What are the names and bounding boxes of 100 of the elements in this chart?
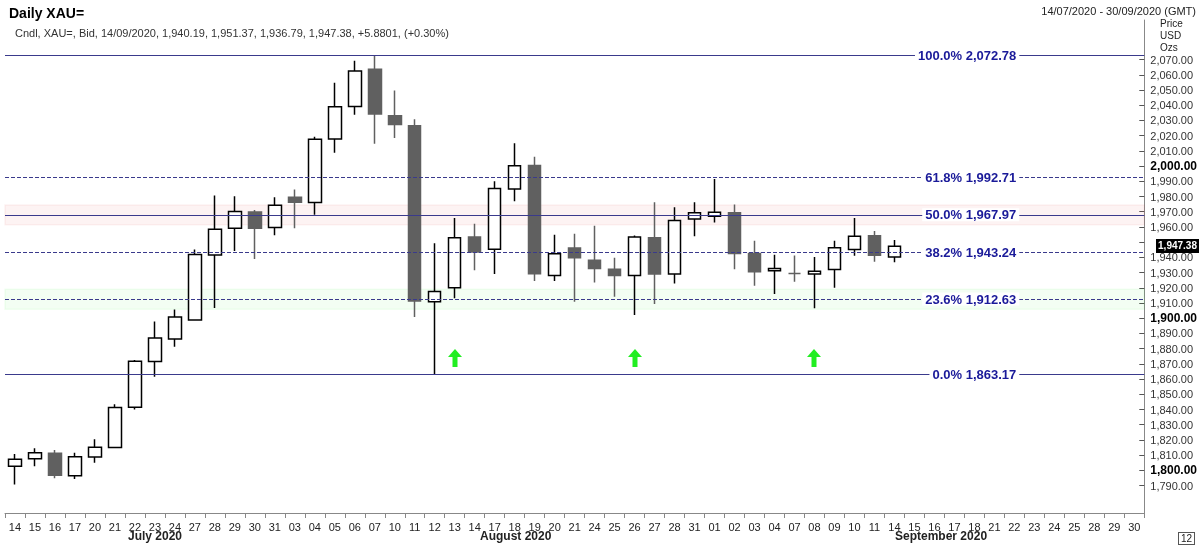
text: Cndl, XAU=, Bid, 14/09/2020, 1,940.19, 1,951.37, 1,936.79, 1,947.38, +5.8801, (+0.30%): [15, 26, 449, 39]
ref-line-label: 38.2% 1,943.24: [925, 244, 1018, 260]
x-tick-label: 17: [68, 520, 82, 533]
x-tick-label: 07: [788, 520, 801, 533]
candlestick: [887, 239, 902, 263]
candlestick: [487, 180, 502, 275]
candlestick: [407, 118, 422, 318]
ref-line-label: 50.0% 1,967.97: [925, 207, 1017, 223]
y-tick-label: 2,040.00: [1150, 99, 1194, 112]
y-tick-label: 1,910.00: [1150, 297, 1194, 310]
x-tick-label: 03: [748, 520, 761, 533]
y-tick-label: 1,990.00: [1150, 175, 1194, 188]
x-tick-label: 26: [628, 520, 641, 533]
y-tick-label: 2,070.00: [1150, 53, 1194, 66]
x-tick-label: 30: [248, 520, 261, 533]
candlestick: [167, 308, 183, 348]
x-tick-label: 21: [988, 520, 1001, 533]
candlestick: [247, 209, 263, 260]
ref-line-label: 100.0% 2,072.78: [917, 47, 1017, 63]
candlestick: [227, 195, 243, 252]
x-tick-label: 25: [608, 520, 621, 533]
x-tick-label: 14: [468, 520, 481, 533]
x-tick-label: 16: [48, 520, 62, 533]
ref-line-label: 61.8% 1,992.71: [925, 169, 1017, 185]
x-tick-label: 01: [708, 520, 721, 533]
y-axis-title: Price USD Ozs: [1160, 18, 1183, 54]
candlestick: [607, 257, 622, 298]
x-tick-label: 02: [728, 520, 741, 533]
ref-line-label: 23.6% 1,912.63: [925, 291, 1017, 307]
y-tick-label: 1,850.00: [1150, 388, 1194, 401]
candlestick: [867, 230, 882, 263]
ref-line-label: 0.0% 1,863.17: [932, 366, 1017, 382]
y-tick-label: 1,870.00: [1150, 357, 1194, 370]
x-tick-label: 23: [1028, 520, 1041, 533]
x-tick-label: 29: [1108, 520, 1121, 533]
y-tick-label: 1,980.00: [1150, 190, 1194, 203]
y-tick-label: 2,060.00: [1150, 68, 1194, 81]
y-tick-label: 1,900.00: [1150, 311, 1198, 326]
candlestick: [287, 188, 303, 229]
candlestick: [827, 239, 842, 289]
x-tick-label: 15: [28, 520, 42, 533]
candlestick: [67, 451, 83, 480]
x-tick-label: 21: [568, 520, 581, 533]
candlestick: [627, 234, 642, 316]
y-tick-label: 1,970.00: [1150, 205, 1194, 218]
candlestick: [467, 222, 482, 271]
candlestick: [47, 449, 63, 479]
y-tick-label: 2,000.00: [1150, 159, 1198, 174]
candlestick: [327, 82, 343, 154]
candlestick: [527, 156, 542, 282]
x-tick-label: 22: [1008, 520, 1021, 533]
y-tick-label: 2,030.00: [1150, 114, 1194, 127]
x-tick-label: 22: [128, 520, 142, 533]
y-tick-label: 2,050.00: [1150, 83, 1194, 96]
text: 12: [1178, 532, 1196, 545]
x-tick-label: 06: [348, 520, 361, 533]
candlestick: [347, 60, 363, 116]
x-tick-label: 05: [328, 520, 341, 533]
candlestick: [387, 89, 403, 139]
candlestick: [747, 239, 762, 287]
x-tick-label: 28: [668, 520, 681, 533]
y-tick-label: 1,790.00: [1150, 479, 1194, 492]
x-tick-label: 28: [208, 520, 221, 533]
x-tick-label: 31: [688, 520, 701, 533]
x-tick-label: 20: [88, 520, 102, 533]
y-tick-label: 1,840.00: [1150, 403, 1194, 416]
candlestick: [207, 194, 223, 309]
candlestick: [427, 242, 442, 376]
x-tick-label: 30: [1128, 520, 1141, 533]
y-tick-label: 1,800.00: [1150, 463, 1198, 478]
x-tick-label: 25: [1068, 520, 1081, 533]
candlestick: [547, 233, 562, 282]
y-tick-label: 2,010.00: [1150, 144, 1194, 157]
x-tick-label: 04: [768, 520, 781, 533]
candlestick: [127, 359, 143, 411]
chart-title: Daily XAU=: [9, 5, 85, 21]
x-tick-label: 11: [868, 520, 881, 533]
y-tick-label: 1,930.00: [1150, 266, 1194, 279]
candlestick: [7, 453, 23, 486]
candlestick: [187, 248, 203, 321]
x-tick-label: 08: [808, 520, 821, 533]
candlestick: [107, 403, 123, 449]
candlestick: [847, 217, 862, 257]
candlestick: [87, 438, 103, 464]
y-tick-label: 1,880.00: [1150, 342, 1194, 355]
candlestick: [727, 203, 742, 270]
candlestick: [587, 224, 602, 284]
x-tick-label: 31: [268, 520, 281, 533]
candlestick: [567, 232, 582, 303]
y-tick-label: 1,860.00: [1150, 373, 1194, 386]
x-tick-label: 27: [188, 520, 202, 533]
x-tick-label: 12: [428, 520, 441, 533]
x-tick-label: 14: [8, 520, 22, 533]
candlestick: [27, 447, 43, 468]
y-tick-label: 1,940.00: [1150, 251, 1194, 264]
candlestick: [447, 217, 462, 300]
x-tick-label: 24: [588, 520, 601, 533]
candlestick: [367, 54, 383, 145]
x-tick-label: 10: [388, 520, 401, 533]
x-tick-label: 23: [148, 520, 162, 533]
